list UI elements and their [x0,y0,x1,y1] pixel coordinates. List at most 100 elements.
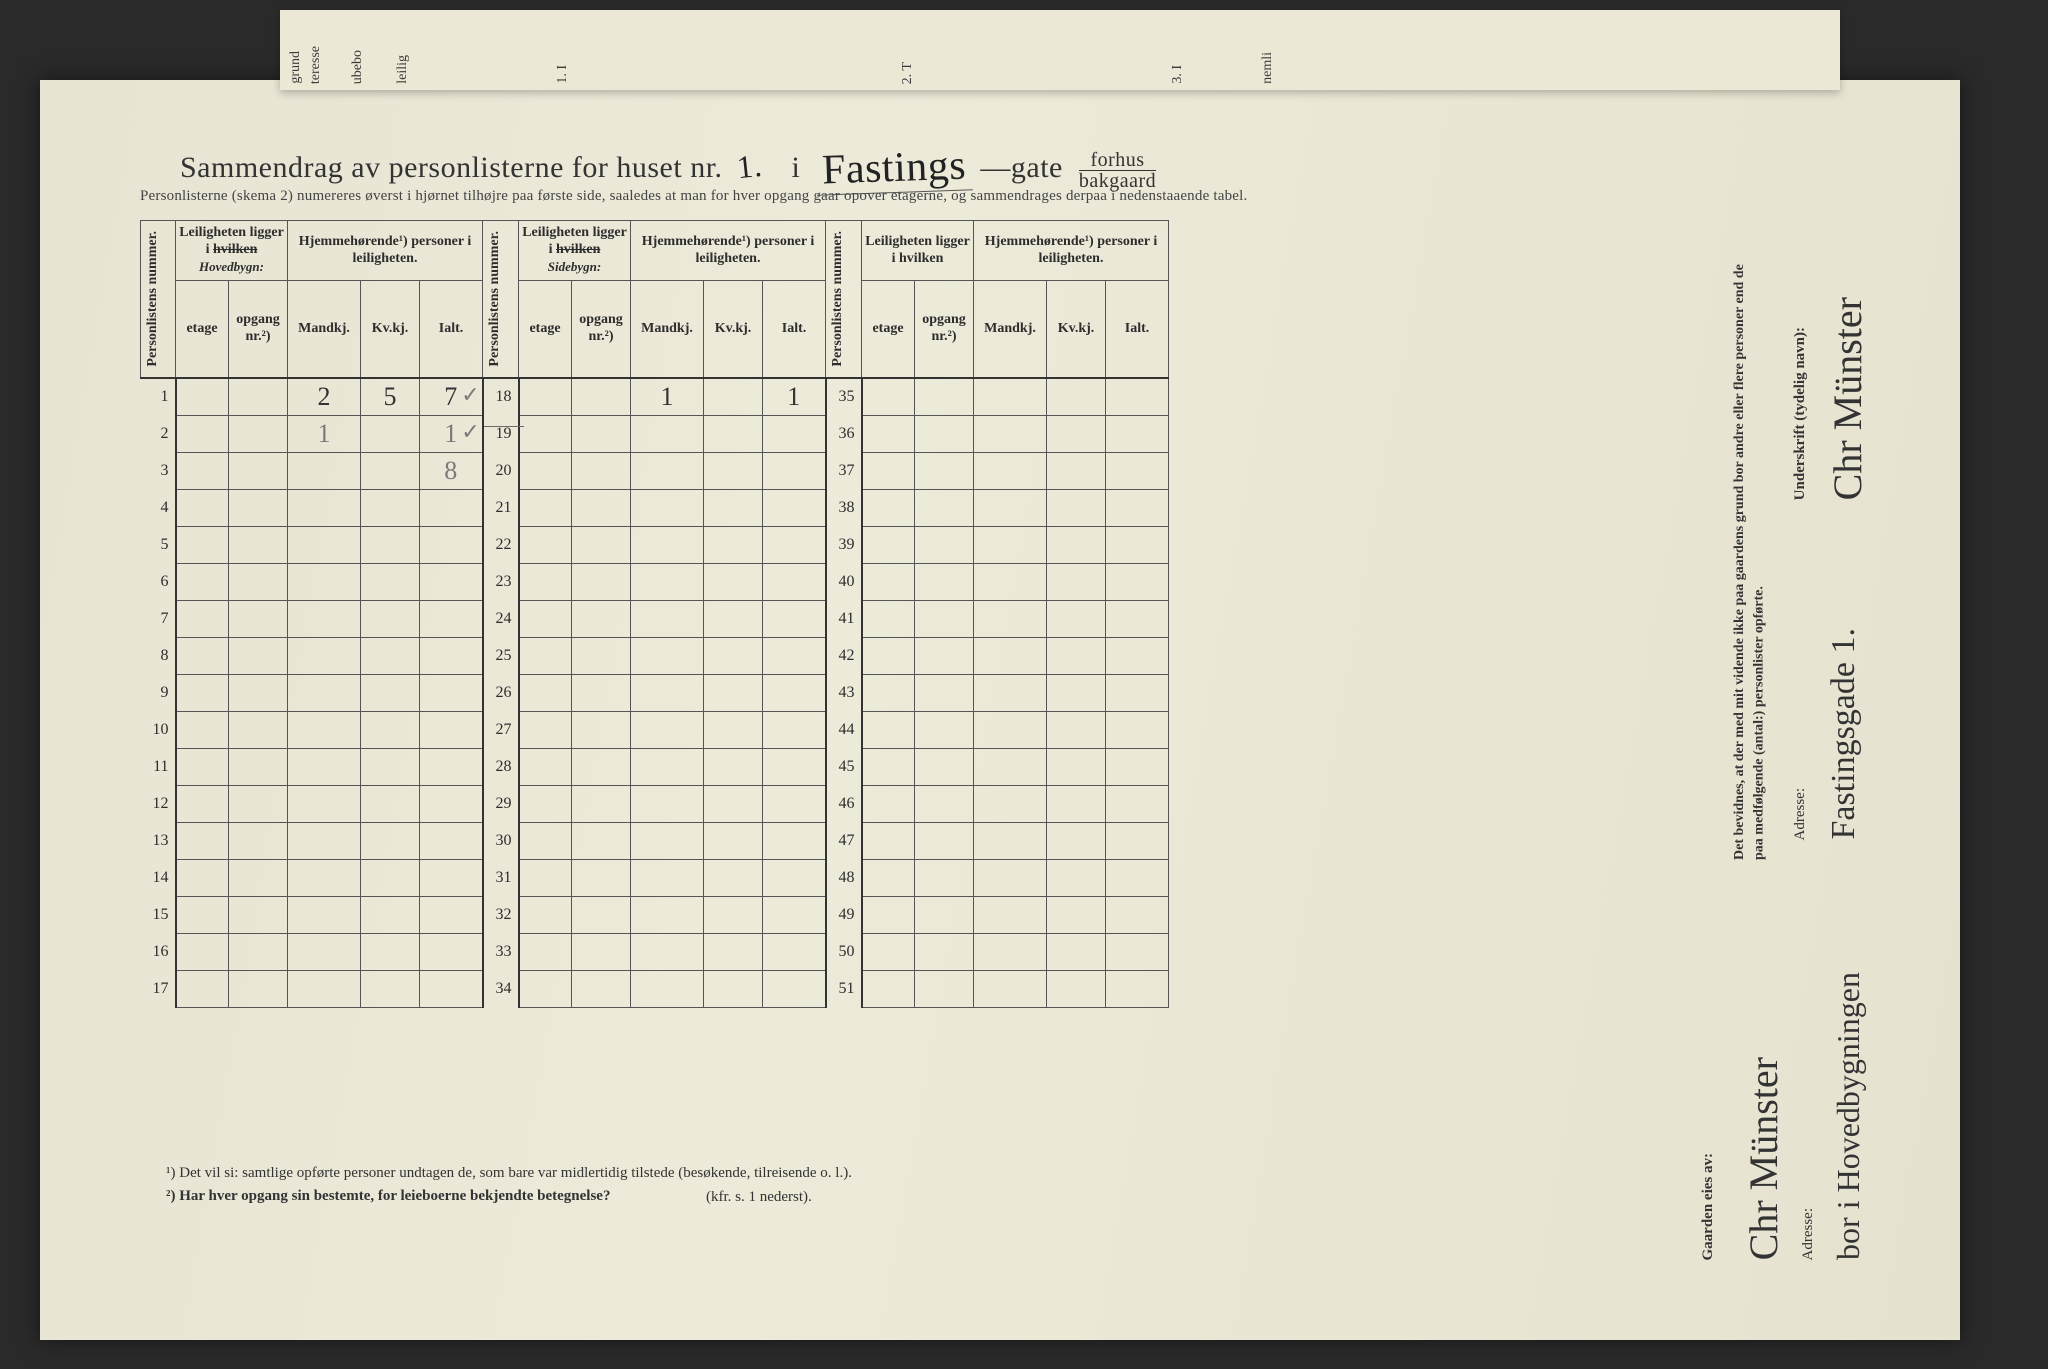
cell-mandkj [631,785,704,822]
cell-mandkj [974,415,1047,452]
row-number: 3 [141,452,176,489]
col-etage: etage [862,281,915,378]
cell-mandkj [288,896,361,933]
cell-opgang [229,785,288,822]
cell-kvkj [704,711,763,748]
cell-kvkj [361,637,420,674]
col-opgang: opgang nr.²) [229,281,288,378]
cell-ialt [763,933,826,970]
row-number: 18 [483,378,519,416]
cell-ialt [763,489,826,526]
cell-kvkj [1047,896,1106,933]
table-row: 52239 [141,526,1169,563]
cell-etage [862,933,915,970]
cell-mandkj: 2 [288,378,361,416]
frag-word: 2. T [900,62,916,84]
cell-opgang [915,378,974,416]
col-opgang: opgang nr.²) [915,281,974,378]
row-number: 5 [141,526,176,563]
cell-opgang [572,415,631,452]
cell-ialt [763,526,826,563]
cell-ialt [1106,378,1169,416]
cell-ialt [1106,674,1169,711]
cell-mandkj [631,415,704,452]
underskrift-label: Underskrift (tydelig navn): [1790,327,1811,500]
cell-ialt [1106,822,1169,859]
cell-kvkj [704,452,763,489]
cell-etage [519,674,572,711]
table-row: 92643 [141,674,1169,711]
cell-etage [519,637,572,674]
cell-mandkj [288,600,361,637]
cell-etage [862,785,915,822]
cell-etage [862,674,915,711]
row-number: 45 [826,748,862,785]
cell-etage [176,415,229,452]
cell-ialt [420,563,483,600]
cell-kvkj [1047,748,1106,785]
cell-ialt [763,637,826,674]
cell-opgang [572,933,631,970]
row-number: 38 [826,489,862,526]
cell-mandkj [974,748,1047,785]
cell-etage [862,970,915,1007]
cell-ialt [420,933,483,970]
cell-kvkj [1047,711,1106,748]
owner-block: Gaarden eies av: Chr Münster Adresse: bo… [1700,890,1930,1270]
cell-mandkj [631,711,704,748]
cell-ialt: 7✓ [420,378,483,416]
cell-opgang [229,452,288,489]
cell-etage [519,415,572,452]
cell-opgang [915,489,974,526]
table-row: 163350 [141,933,1169,970]
table-row: 173451 [141,970,1169,1007]
row-number: 30 [483,822,519,859]
cell-kvkj [704,933,763,970]
cell-mandkj [288,526,361,563]
cell-ialt [1106,563,1169,600]
cell-opgang [572,970,631,1007]
cell-etage [862,452,915,489]
col-ialt: Ialt. [763,281,826,378]
cell-mandkj [974,896,1047,933]
cell-kvkj [704,526,763,563]
cell-opgang [915,933,974,970]
col-hjemmehorende: Hjemmehørende¹) personer i leiligheten. [631,221,826,281]
cell-mandkj [288,489,361,526]
cell-etage [519,452,572,489]
cell-kvkj [704,563,763,600]
cell-ialt: 1✓ [420,415,483,452]
form-subtitle: Personlisterne (skema 2) numereres øvers… [140,188,1247,205]
cell-kvkj [361,970,420,1007]
cell-opgang [572,563,631,600]
cell-kvkj [1047,637,1106,674]
cell-opgang [572,637,631,674]
cell-etage [176,489,229,526]
row-number: 10 [141,711,176,748]
cell-opgang [572,785,631,822]
cell-opgang [229,637,288,674]
cell-kvkj [1047,785,1106,822]
cell-mandkj: 1 [631,378,704,416]
cell-mandkj [974,600,1047,637]
row-number: 43 [826,674,862,711]
cell-etage [519,748,572,785]
row-number: 50 [826,933,862,970]
cell-ialt [420,600,483,637]
cell-opgang [915,415,974,452]
cell-opgang [572,526,631,563]
cell-kvkj [361,415,420,452]
row-number: 37 [826,452,862,489]
cell-mandkj [631,489,704,526]
cell-kvkj [704,637,763,674]
cell-kvkj [704,378,763,416]
table-row: 211✓1936 [141,415,1169,452]
owner-handwritten: Chr Münster [1740,1057,1787,1260]
cell-opgang [572,711,631,748]
cell-kvkj [1047,970,1106,1007]
row-number: 27 [483,711,519,748]
cell-mandkj [631,859,704,896]
row-number: 25 [483,637,519,674]
cell-ialt [1106,600,1169,637]
cell-mandkj [974,822,1047,859]
